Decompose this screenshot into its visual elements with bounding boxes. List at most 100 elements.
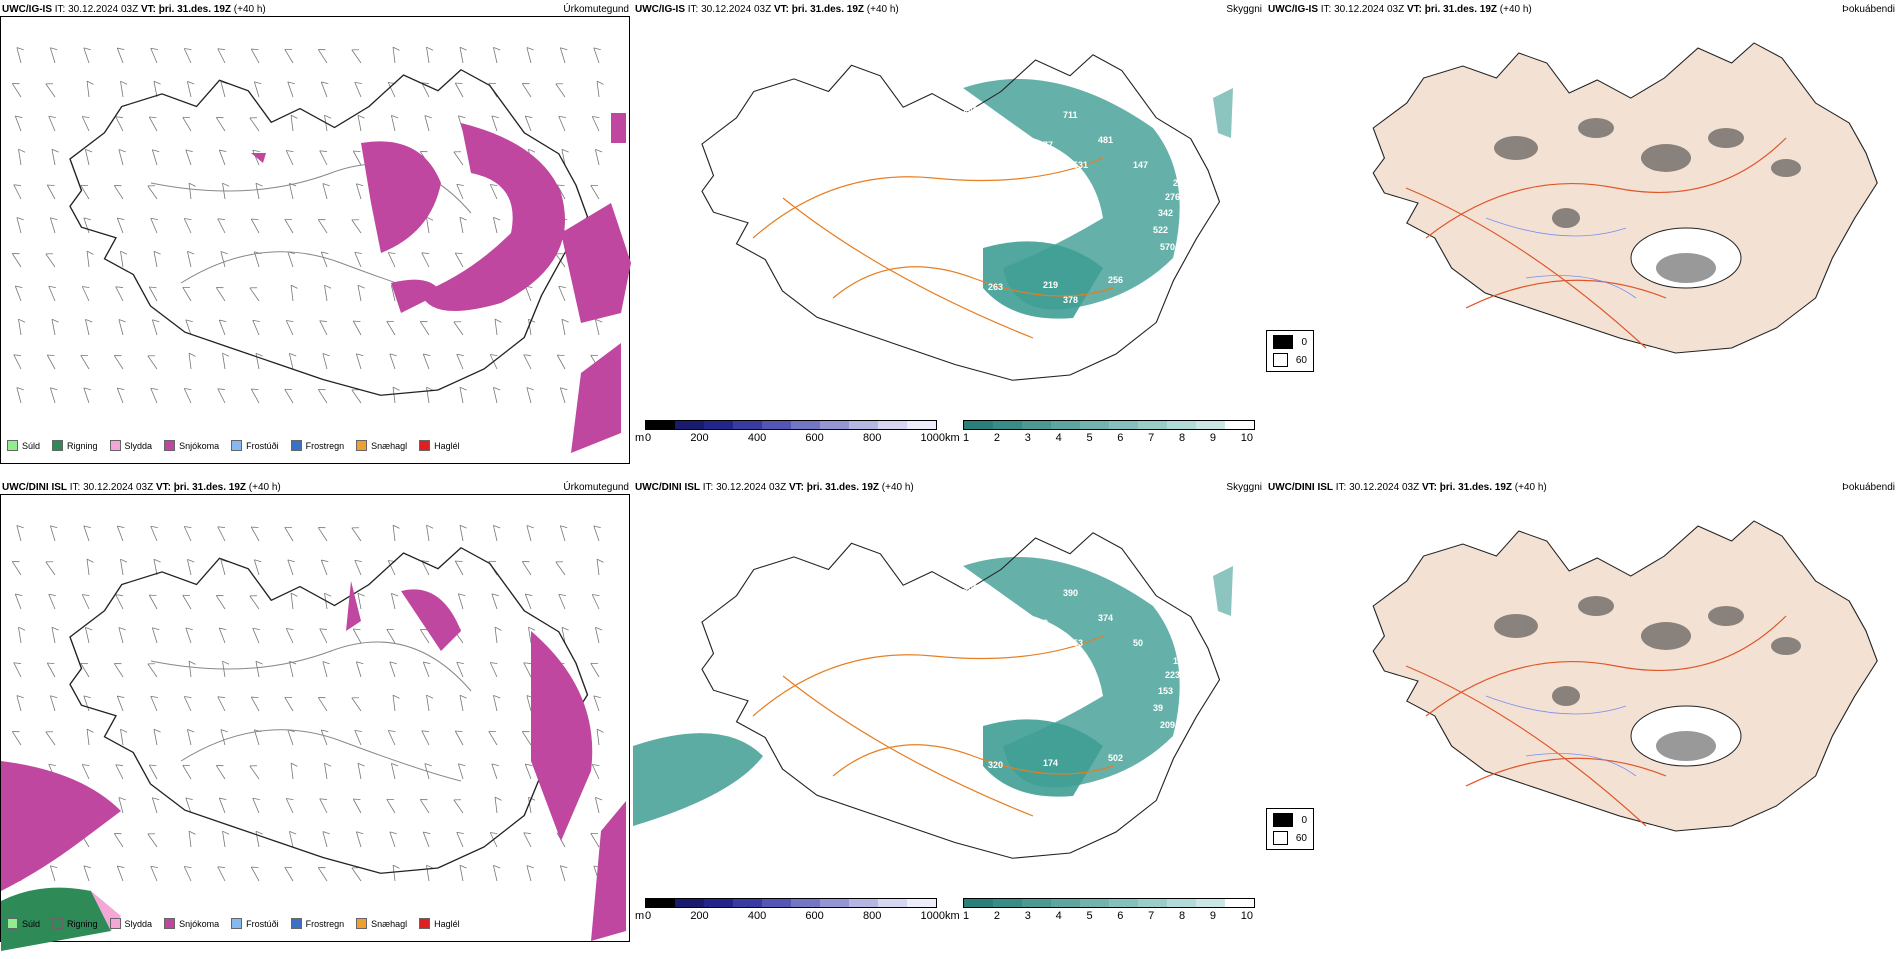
road-network	[752, 635, 1114, 817]
lead-time: (+40 h)	[866, 4, 899, 15]
road-network	[752, 157, 1114, 339]
legend-swatch	[7, 918, 18, 929]
road-network	[1405, 615, 1787, 827]
visibility-map: 359 249 711 377 481 531 147 278 276 342 522 570 166 2…	[701, 54, 1233, 381]
legend-item: Snæhagl	[356, 440, 407, 451]
height-label: 50	[1133, 638, 1143, 648]
legend-item: Frostregn	[290, 440, 344, 451]
height-label: 502	[1108, 753, 1123, 763]
visibility-tick: 7	[1148, 432, 1155, 444]
height-tick: 800	[862, 910, 882, 922]
visibility-tick: 9	[1209, 910, 1216, 922]
legend-swatch	[7, 440, 18, 451]
field-name: Úrkomutegund	[563, 4, 629, 15]
init-time: IT: 30.12.2024 03Z	[69, 482, 154, 493]
legend-swatch	[109, 440, 121, 451]
legend-item: Snjókoma	[164, 918, 219, 929]
precip-legend: Súld Rigning Slydda Snjókoma Frostúði Frostre…	[7, 440, 460, 451]
visibility-map: 331 300 390 39 374 53 50 18 223 153 39 209 46 320 174 5…	[633, 532, 1233, 859]
legend-item: Snæhagl	[356, 918, 407, 929]
legend-label: Slydda	[124, 918, 153, 929]
height-tick: 600	[805, 910, 824, 922]
legend-swatch	[52, 918, 64, 929]
field-name: Þokuábendi	[1842, 482, 1895, 493]
visibility-tick: 6	[1117, 910, 1124, 922]
visibility-tick: 8	[1179, 910, 1186, 922]
visibility-panel: UWC/IG-IS IT: 30.12.2024 03Z VT: þri. 31…	[633, 0, 1266, 470]
height-label: 222	[993, 195, 1008, 205]
height-label: 39	[1153, 703, 1163, 713]
coastline	[69, 68, 589, 396]
init-time: IT: 30.12.2024 03Z	[54, 4, 139, 15]
fog-legend-swatch	[1273, 813, 1294, 827]
height-label: 256	[1108, 275, 1123, 285]
visibility-colorbar	[963, 420, 1255, 430]
visibility-tick: 3	[1024, 432, 1031, 444]
height-tick: 0	[645, 432, 652, 444]
legend-item: Súld	[7, 918, 40, 929]
height-tick: 200	[690, 432, 709, 444]
height-label: 377	[1038, 140, 1053, 150]
low-visibility-area	[963, 79, 1180, 310]
height-label: 122	[1003, 170, 1018, 180]
fog-legend-row: 0	[1273, 813, 1307, 827]
legend-item: Frostúði	[231, 918, 279, 929]
init-time: IT: 30.12.2024 03Z	[1320, 4, 1405, 15]
map-frame: Súld Rigning Slydda Snjókoma Frostúði Frostre…	[0, 494, 630, 951]
visibility-tick: 8	[1179, 432, 1186, 444]
height-label: 342	[1158, 208, 1173, 218]
land-area	[1372, 42, 1878, 354]
visibility-tick: 2	[993, 432, 1000, 444]
height-label: 18	[1173, 656, 1183, 666]
fog-index-panel: UWC/IG-IS IT: 30.12.2024 03Z VT: þri. 31…	[1266, 0, 1899, 470]
legend-item: Haglél	[419, 440, 460, 451]
legend-label: Snjókoma	[179, 918, 220, 929]
legend-label: Súld	[22, 918, 41, 929]
snow-area	[1, 761, 121, 891]
legend-item: Rigning	[52, 440, 98, 451]
height-label: 314	[1033, 165, 1048, 175]
visibility-colorbar	[963, 898, 1255, 908]
legend-swatch	[164, 440, 176, 451]
model-name: UWC/DINI ISL	[2, 482, 67, 493]
valid-time: VT: þri. 31.des. 19Z	[140, 4, 232, 15]
visibility-tick: 4	[1055, 432, 1062, 444]
legend-label: Frostregn	[305, 918, 345, 929]
precip-type-panel: UWC/IG-IS IT: 30.12.2024 03Z VT: þri. 31…	[0, 0, 633, 470]
height-label: 249	[963, 105, 978, 115]
height-label: 522	[1153, 225, 1168, 235]
fog-legend-label: 0	[1301, 814, 1307, 826]
height-label: 278	[1173, 178, 1188, 188]
visibility-unit: km	[945, 432, 960, 444]
height-label: 390	[1063, 588, 1078, 598]
height-label: 147	[1133, 160, 1148, 170]
height-tick: 400	[747, 432, 767, 444]
init-time: IT: 30.12.2024 03Z	[687, 4, 772, 15]
legend-item: Slydda	[109, 918, 153, 929]
height-label: 263	[988, 282, 1003, 292]
height-colorbar	[645, 898, 937, 908]
height-tick: 1000	[920, 432, 945, 444]
legend-label: Haglél	[434, 440, 460, 451]
height-label: 153	[1158, 686, 1173, 696]
visibility-tick: 1	[963, 910, 970, 922]
height-unit: m	[635, 910, 645, 922]
visibility-unit: km	[945, 910, 960, 922]
legend-label: Snæhagl	[371, 440, 408, 451]
legend-swatch	[52, 440, 64, 451]
road-network	[1405, 137, 1787, 349]
legend-item: Haglél	[419, 918, 460, 929]
visibility-ticks: 1 2 3 4 5 6 7 8 9 10	[963, 432, 1253, 444]
legend-label: Súld	[22, 440, 41, 451]
legend-label: Frostúði	[246, 440, 279, 451]
legend-label: Snjókoma	[179, 440, 220, 451]
height-label: 711	[1063, 110, 1078, 120]
valid-time: VT: þri. 31.des. 19Z	[1406, 4, 1498, 15]
visibility-tick: 6	[1117, 432, 1124, 444]
height-tick: 1000	[920, 910, 945, 922]
legend-swatch	[419, 440, 431, 451]
valid-time: VT: þri. 31.des. 19Z	[1421, 482, 1513, 493]
height-label: 331	[993, 548, 1008, 558]
legend-item: Frostregn	[290, 918, 345, 929]
height-label: 531	[1073, 160, 1088, 170]
